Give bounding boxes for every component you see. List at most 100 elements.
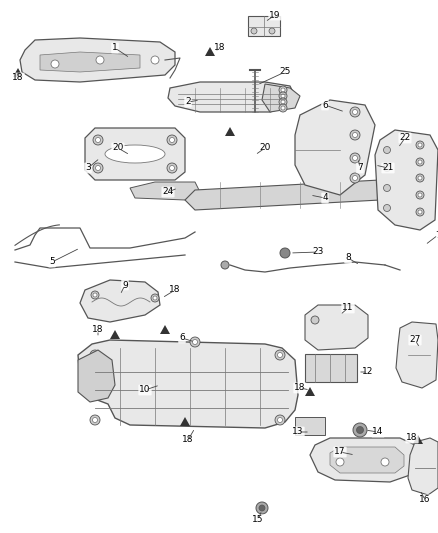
Circle shape: [93, 163, 103, 173]
Circle shape: [279, 104, 287, 112]
FancyBboxPatch shape: [248, 16, 280, 36]
Circle shape: [281, 106, 285, 110]
Circle shape: [95, 166, 100, 171]
Circle shape: [275, 350, 285, 360]
Circle shape: [418, 210, 422, 214]
Text: 7: 7: [357, 164, 363, 173]
Circle shape: [416, 174, 424, 182]
Polygon shape: [78, 350, 115, 402]
Circle shape: [353, 175, 357, 181]
Text: 22: 22: [399, 133, 411, 142]
FancyBboxPatch shape: [305, 354, 357, 382]
Text: 27: 27: [410, 335, 420, 344]
Text: 25: 25: [279, 68, 291, 77]
Circle shape: [93, 293, 97, 297]
Circle shape: [92, 417, 98, 423]
Circle shape: [281, 88, 285, 92]
Circle shape: [51, 60, 59, 68]
Circle shape: [350, 130, 360, 140]
Circle shape: [350, 153, 360, 163]
Circle shape: [418, 176, 422, 180]
Circle shape: [357, 426, 364, 433]
Circle shape: [381, 458, 389, 466]
Circle shape: [353, 156, 357, 160]
Circle shape: [350, 173, 360, 183]
Circle shape: [416, 141, 424, 149]
Polygon shape: [110, 330, 120, 339]
Circle shape: [192, 340, 198, 344]
Circle shape: [151, 56, 159, 64]
Circle shape: [418, 160, 422, 164]
Polygon shape: [185, 180, 390, 210]
Polygon shape: [40, 52, 140, 72]
Circle shape: [151, 294, 159, 302]
Circle shape: [91, 291, 99, 299]
Circle shape: [278, 352, 283, 358]
Circle shape: [416, 191, 424, 199]
Text: 20: 20: [112, 143, 124, 152]
Text: 16: 16: [419, 496, 431, 505]
Circle shape: [90, 415, 100, 425]
Circle shape: [416, 208, 424, 216]
Text: 19: 19: [269, 11, 281, 20]
Circle shape: [384, 147, 391, 154]
Circle shape: [259, 505, 265, 511]
Circle shape: [279, 92, 287, 100]
Circle shape: [153, 296, 157, 300]
Text: 1: 1: [112, 44, 118, 52]
Polygon shape: [225, 127, 235, 136]
Text: 8: 8: [345, 254, 351, 262]
Circle shape: [353, 133, 357, 138]
Text: 15: 15: [252, 515, 264, 524]
Text: 18: 18: [182, 435, 194, 445]
Text: 5: 5: [49, 257, 55, 266]
Text: 18: 18: [12, 74, 24, 83]
Circle shape: [190, 337, 200, 347]
Circle shape: [384, 205, 391, 212]
Text: 6: 6: [322, 101, 328, 109]
Circle shape: [167, 135, 177, 145]
Circle shape: [336, 458, 344, 466]
Ellipse shape: [105, 145, 165, 163]
Circle shape: [280, 248, 290, 258]
Text: 24: 24: [162, 188, 173, 197]
Polygon shape: [305, 305, 368, 350]
Circle shape: [384, 184, 391, 191]
Text: 2: 2: [185, 98, 191, 107]
Circle shape: [221, 261, 229, 269]
Polygon shape: [413, 435, 423, 444]
Circle shape: [278, 417, 283, 423]
Circle shape: [167, 163, 177, 173]
Polygon shape: [396, 322, 438, 388]
Text: 3: 3: [85, 164, 91, 173]
Circle shape: [251, 28, 257, 34]
Text: 17: 17: [334, 448, 346, 456]
FancyBboxPatch shape: [295, 417, 325, 435]
Circle shape: [281, 94, 285, 98]
Text: 7: 7: [435, 230, 438, 239]
Circle shape: [269, 28, 275, 34]
Polygon shape: [130, 182, 200, 200]
Polygon shape: [310, 438, 418, 482]
Polygon shape: [295, 100, 375, 195]
Text: 18: 18: [294, 384, 306, 392]
Circle shape: [350, 107, 360, 117]
Circle shape: [96, 56, 104, 64]
Circle shape: [281, 100, 285, 104]
Text: 20: 20: [259, 143, 271, 152]
Circle shape: [279, 86, 287, 94]
Text: 11: 11: [342, 303, 354, 312]
Text: 14: 14: [372, 427, 384, 437]
Text: 18: 18: [406, 433, 418, 442]
Circle shape: [353, 109, 357, 115]
Circle shape: [418, 193, 422, 197]
Circle shape: [93, 135, 103, 145]
Text: 6: 6: [179, 334, 185, 343]
Polygon shape: [180, 417, 190, 426]
Circle shape: [170, 138, 174, 142]
Text: 23: 23: [312, 247, 324, 256]
Text: 18: 18: [169, 286, 181, 295]
Circle shape: [275, 415, 285, 425]
Polygon shape: [375, 130, 438, 230]
Text: 12: 12: [362, 367, 374, 376]
